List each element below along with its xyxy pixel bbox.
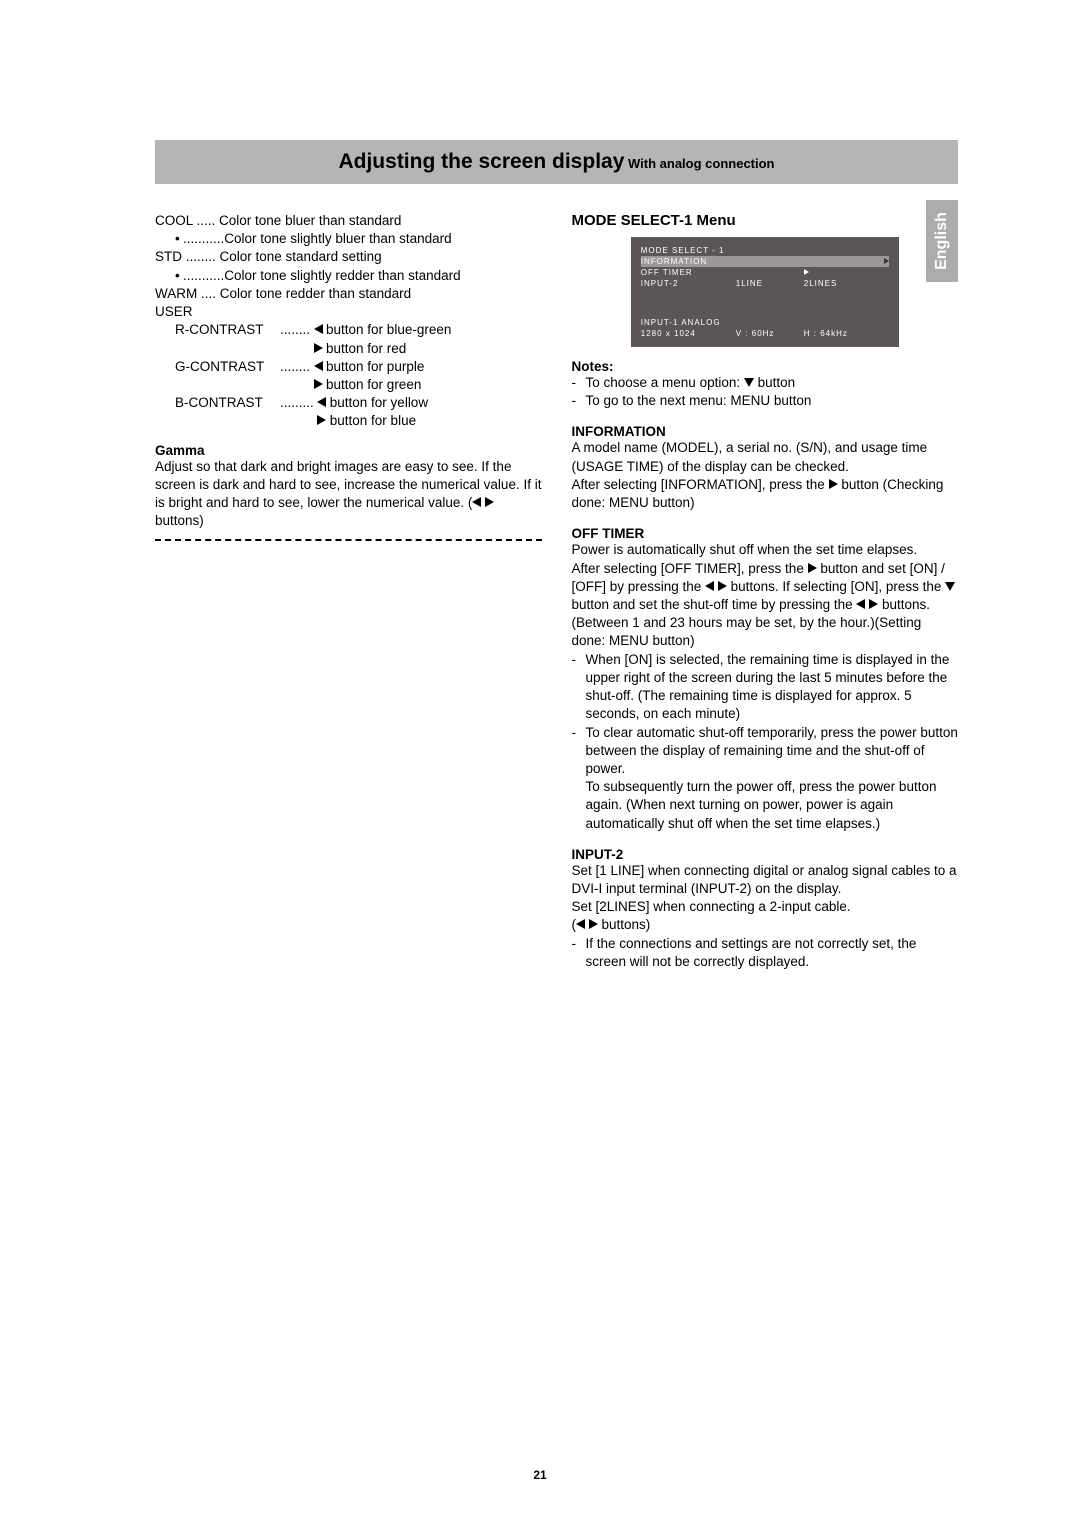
- input2-head: INPUT-2: [572, 847, 959, 862]
- language-label: English: [933, 212, 951, 270]
- right-arrow-icon: [314, 379, 323, 389]
- warm-dots: ....: [197, 286, 220, 301]
- osd-opt1: 1LINE: [736, 279, 804, 288]
- g-contrast-b: button for green: [326, 376, 421, 394]
- language-tab: English: [926, 200, 958, 282]
- dot1-dots: ...........: [183, 230, 224, 248]
- offtimer-head: OFF TIMER: [572, 526, 959, 541]
- left-arrow-icon: [856, 599, 865, 609]
- right-arrow-icon: [485, 497, 494, 507]
- g-dots: ........: [280, 358, 310, 376]
- r-dots: ........: [280, 321, 310, 339]
- information-body2a: After selecting [INFORMATION], press the: [572, 477, 829, 492]
- b-contrast-label: B-CONTRAST: [175, 394, 280, 412]
- notes-head: Notes:: [572, 359, 959, 374]
- notes-item1: To choose a menu option:: [586, 375, 744, 390]
- gamma-body2: buttons): [155, 513, 204, 528]
- right-arrow-icon: [808, 563, 817, 573]
- right-column: MODE SELECT-1 Menu MODE SELECT - 1 INFOR…: [572, 212, 959, 971]
- osd-footer2a: 1280 x 1024: [641, 329, 736, 338]
- information-head: INFORMATION: [572, 424, 959, 439]
- gamma-body1: Adjust so that dark and bright images ar…: [155, 459, 541, 510]
- input2-p3b: buttons): [598, 917, 651, 932]
- b-dots: .........: [280, 394, 314, 412]
- left-arrow-icon: [576, 919, 585, 929]
- right-arrow-icon: [718, 581, 727, 591]
- title-main: Adjusting the screen display: [338, 150, 624, 173]
- dot1-text: Color tone slightly bluer than standard: [224, 230, 451, 248]
- right-arrow-icon: [804, 269, 809, 275]
- offtimer-p1: Power is automatically shut off when the…: [572, 541, 959, 559]
- right-arrow-icon: [869, 599, 878, 609]
- left-arrow-icon: [472, 497, 481, 507]
- offtimer-li1: When [ON] is selected, the remaining tim…: [586, 651, 959, 724]
- title-bar: Adjusting the screen display With analog…: [155, 140, 958, 184]
- r-contrast-label: R-CONTRAST: [175, 321, 280, 339]
- dash-icon: -: [572, 392, 586, 410]
- gamma-head: Gamma: [155, 443, 542, 458]
- osd-footer1: INPUT-1 ANALOG: [641, 318, 721, 327]
- cool-label: COOL: [155, 213, 193, 228]
- r-contrast-b: button for red: [326, 340, 406, 358]
- dash-divider: [155, 539, 542, 541]
- input2-li1: If the connections and settings are not …: [586, 935, 959, 971]
- warm-text: Color tone redder than standard: [220, 286, 411, 301]
- dash-icon: -: [572, 374, 586, 392]
- title-sub: With analog connection: [624, 156, 774, 171]
- user-label: USER: [155, 303, 542, 321]
- dot2-text: Color tone slightly redder than standard: [224, 267, 460, 285]
- dash-icon: -: [572, 935, 586, 971]
- std-dots: ........: [182, 249, 220, 264]
- std-text: Color tone standard setting: [220, 249, 382, 264]
- right-arrow-icon: [884, 258, 889, 264]
- notes-item2: To go to the next menu: MENU button: [586, 392, 812, 410]
- r-contrast-a: button for blue-green: [326, 321, 451, 339]
- cool-text: Color tone bluer than standard: [219, 213, 401, 228]
- menu-title: MODE SELECT-1 Menu: [572, 212, 959, 229]
- dash-icon: -: [572, 724, 586, 833]
- osd-footer2c: H : 64kHz: [804, 329, 889, 338]
- offtimer-li2: To clear automatic shut-off temporarily,…: [586, 725, 958, 776]
- b-contrast-a: button for yellow: [330, 394, 428, 412]
- right-arrow-icon: [589, 919, 598, 929]
- notes-item1b: button: [754, 375, 795, 390]
- bullet-icon: •: [175, 267, 183, 285]
- offtimer-li2b: To subsequently turn the power off, pres…: [586, 779, 937, 830]
- input2-p1: Set [1 LINE] when connecting digital or …: [572, 862, 959, 898]
- right-arrow-icon: [829, 479, 838, 489]
- left-column: COOL ..... Color tone bluer than standar…: [155, 212, 542, 971]
- left-arrow-icon: [314, 361, 323, 371]
- down-arrow-icon: [945, 582, 955, 591]
- bullet-icon: •: [175, 230, 183, 248]
- left-arrow-icon: [317, 397, 326, 407]
- page-number: 21: [0, 1468, 1080, 1482]
- offtimer-p2a: After selecting [OFF TIMER], press the: [572, 561, 808, 576]
- std-label: STD: [155, 249, 182, 264]
- dot2-dots: ...........: [183, 267, 224, 285]
- osd-footer2b: V : 60Hz: [736, 329, 804, 338]
- cool-dots: .....: [193, 213, 219, 228]
- right-arrow-icon: [314, 343, 323, 353]
- offtimer-p2d: button and set the shut-off time by pres…: [572, 597, 857, 612]
- offtimer-p2c: buttons. If selecting [ON], press the: [727, 579, 945, 594]
- osd-title: MODE SELECT - 1: [641, 246, 725, 255]
- down-arrow-icon: [744, 378, 754, 387]
- dash-icon: -: [572, 651, 586, 724]
- g-contrast-label: G-CONTRAST: [175, 358, 280, 376]
- warm-label: WARM: [155, 286, 197, 301]
- osd-opt2: 2LINES: [804, 279, 889, 288]
- osd-off: OFF TIMER: [641, 268, 736, 277]
- input2-p2: Set [2LINES] when connecting a 2-input c…: [572, 898, 959, 916]
- right-arrow-icon: [317, 415, 326, 425]
- left-arrow-icon: [705, 581, 714, 591]
- information-body1: A model name (MODEL), a serial no. (S/N)…: [572, 439, 959, 475]
- left-arrow-icon: [314, 324, 323, 334]
- g-contrast-a: button for purple: [326, 358, 424, 376]
- osd-input2: INPUT-2: [641, 279, 736, 288]
- osd-panel: MODE SELECT - 1 INFORMATION OFF TIMER IN…: [631, 237, 899, 347]
- b-contrast-b: button for blue: [330, 412, 416, 430]
- osd-info: INFORMATION: [641, 257, 736, 266]
